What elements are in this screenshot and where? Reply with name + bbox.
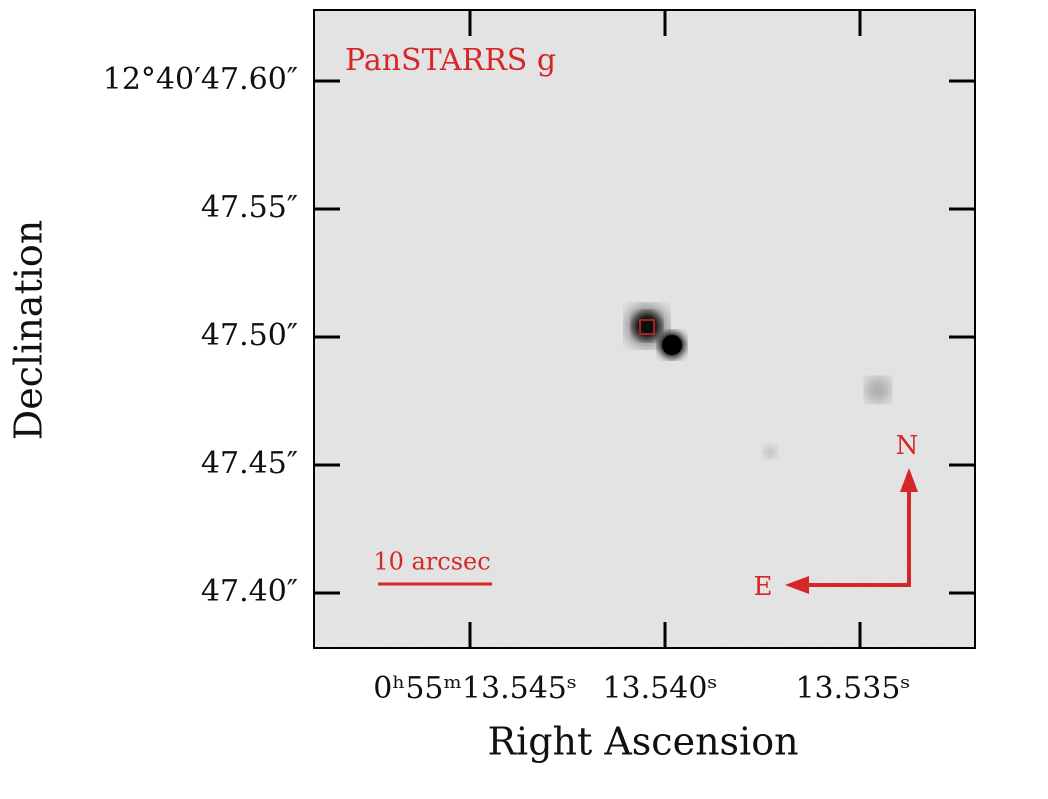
east-arrowhead (785, 576, 809, 594)
north-arrowhead (900, 468, 918, 492)
compass (805, 490, 911, 587)
compass-north: N (896, 431, 919, 461)
y-tick-label: 47.50″ (201, 318, 298, 353)
y-tick-label: 47.45″ (201, 446, 298, 481)
compass-east: E (754, 572, 773, 602)
target-box (639, 319, 655, 335)
x-tick-label: 13.535ˢ (795, 671, 910, 706)
y-axis-label: Declination (7, 220, 51, 440)
frame (313, 9, 976, 649)
y-tick-label: 12°40′47.60″ (103, 62, 298, 97)
ticks (314, 10, 975, 648)
x-tick-label: 0ʰ55ᵐ13.545ˢ (373, 671, 577, 706)
y-tick-label: 47.40″ (201, 574, 298, 609)
x-tick-label: 13.540ˢ (602, 671, 717, 706)
panel-title: PanSTARRS g (345, 43, 556, 78)
scale-bar-label: 10 arcsec (373, 548, 490, 576)
image (314, 10, 975, 648)
y-tick-label: 47.55″ (201, 190, 298, 225)
x-axis-label: Right Ascension (487, 720, 798, 764)
